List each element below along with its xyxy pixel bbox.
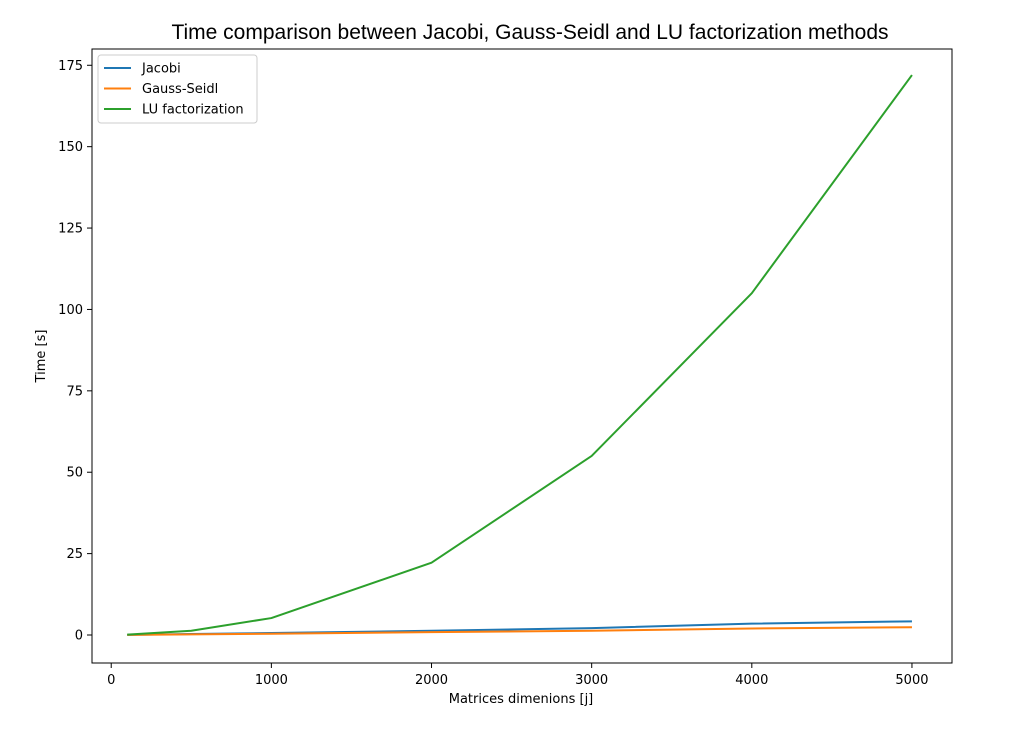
y-axis-label: Time [s]: [34, 330, 49, 384]
plot-area: 0 1000 2000 3000 4000 5000 0 25 50 75 100 125 150 175: [58, 48, 953, 688]
x-tick-label-2: 2000: [415, 673, 448, 688]
legend-box: [97, 54, 258, 124]
x-tick-label-3: 3000: [575, 673, 608, 688]
x-tick-label-1: 1000: [255, 673, 288, 688]
y-tick-label-4: 100: [58, 303, 83, 318]
chart-title: Time comparison between Jacobi, Gauss-Se…: [171, 21, 888, 44]
y-tick-label-7: 175: [58, 59, 83, 74]
y-tick-label-2: 50: [66, 466, 83, 481]
series-line-2: [127, 74, 913, 636]
x-tick-label-5: 5000: [895, 673, 928, 688]
axes-frame: [91, 48, 953, 664]
y-tick-label-0: 0: [75, 629, 83, 644]
y-tick-label-3: 75: [66, 384, 83, 399]
legend-label-1: Gauss-Seidl: [142, 82, 218, 97]
series-line-1: [127, 626, 912, 636]
y-tick-label-6: 150: [58, 140, 83, 155]
x-axis-label: Matrices dimenions [j]: [449, 692, 594, 707]
x-tick-label-0: 0: [107, 673, 115, 688]
y-tick-label-5: 125: [58, 222, 83, 237]
x-tick-label-4: 4000: [735, 673, 768, 688]
legend-label-0: Jacobi: [141, 62, 181, 77]
legend: Jacobi Gauss-Seidl LU factorization: [97, 54, 258, 124]
legend-label-2: LU factorization: [142, 103, 244, 118]
y-tick-label-1: 25: [66, 547, 83, 562]
